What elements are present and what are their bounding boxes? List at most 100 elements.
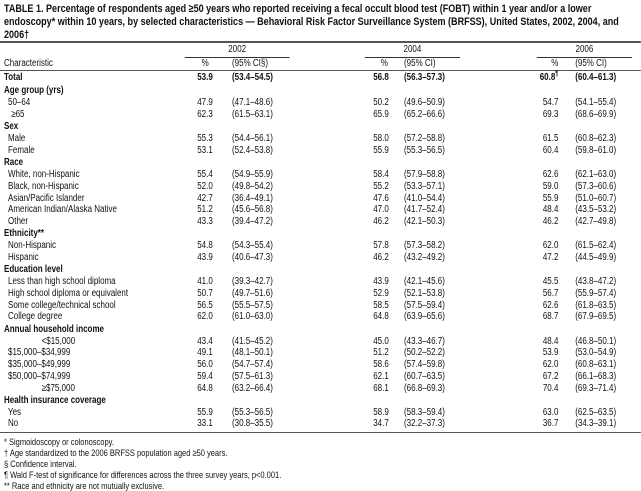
row-label: Race — [4, 157, 24, 169]
pct-2006-cell: 62.0 — [528, 240, 562, 252]
top-rule — [0, 41, 641, 43]
ci-2002-cell: (39.3–42.7) — [216, 276, 356, 288]
pct-2004-cell: 46.2 — [356, 216, 392, 228]
pct-2004-value: 55.2 — [373, 180, 389, 192]
ci-2004-value: (65.2–66.6) — [404, 109, 445, 121]
ci-2002-value: (40.6–47.3) — [232, 252, 273, 264]
ci-2002-value: (39.3–42.7) — [232, 276, 273, 288]
pct-2006-cell: 48.4 — [528, 336, 562, 348]
pct-2002-cell: 41.0 — [184, 276, 216, 288]
ci-2002-value: (57.5–61.3) — [232, 370, 273, 382]
table-row: ≥$75,000 64.8 (63.2–66.4) 68.1 (66.8–69.3) 70… — [0, 383, 641, 395]
ci-2004-cell: (57.5–59.4) — [392, 300, 528, 312]
pct-2002-value: 47.9 — [197, 97, 213, 109]
row-label: Health insurance coverage — [4, 394, 106, 406]
footnote: ¶ Wald F-test of significance for differ… — [4, 469, 282, 480]
pct-2004-value: 58.0 — [373, 133, 389, 145]
ci-2002-value: (54.7–57.4) — [232, 359, 273, 371]
ci-2006-cell: (51.0–60.7) — [562, 193, 641, 205]
pct-2006-cell: 63.0 — [528, 407, 562, 419]
ci-2002-cell: (54.7–57.4) — [216, 359, 356, 371]
ci-2006-value: (51.0–60.7) — [575, 192, 617, 204]
ci-2004-value: (32.2–37.3) — [404, 418, 445, 430]
ci-2002-cell: (63.2–66.4) — [216, 383, 356, 395]
pct-2004-value: 46.2 — [373, 216, 389, 228]
ci-2002-value: (36.4–49.1) — [232, 192, 273, 204]
pct-2006-cell: 69.3 — [528, 109, 562, 121]
table-row: Female 53.1 (52.4–53.8) 55.9 (55.3–56.5) 60.4… — [0, 145, 641, 157]
ci-2004-cell: (58.3–59.4) — [392, 407, 528, 419]
pct-2006-value: 53.9 — [542, 347, 559, 359]
pct-2006-cell: 56.7 — [528, 288, 562, 300]
ci-2004-cell: (57.2–58.8) — [392, 133, 528, 145]
ci-2006-cell: (57.3–60.6) — [562, 181, 641, 193]
pct-2002-cell: 64.8 — [184, 383, 216, 395]
pct-2006-cell: 45.5 — [528, 276, 562, 288]
table-row: ≥65 62.3 (61.5–63.1) 65.9 (65.2–66.6) 69.3 (68… — [0, 109, 641, 121]
footnote: § Confidence interval. — [4, 458, 77, 469]
pct-2004-cell: 58.9 — [356, 407, 392, 419]
ci-2004-cell: (57.9–58.8) — [392, 169, 528, 181]
ci-2006-value: (69.3–71.4) — [575, 382, 617, 394]
row-label: $15,000–$34,999 — [8, 347, 71, 359]
pct-2006-value: 62.0 — [542, 359, 559, 371]
row-label: College degree — [8, 311, 63, 323]
pct-2004-cell: 56.8 — [356, 71, 392, 85]
data-table: Total 53.9 (53.4–54.5) 56.8 (56.3–57.3) 60.8¶… — [0, 71, 641, 430]
ci-2004-cell: (63.9–65.6) — [392, 311, 528, 323]
pct-2002-value: 50.7 — [197, 287, 213, 299]
ci-2002-cell: (55.5–57.5) — [216, 300, 356, 312]
ci-2006-cell: (43.5–53.2) — [562, 204, 641, 216]
pct-2006-cell: 46.2 — [528, 216, 562, 228]
ci-2004-cell: (49.6–50.9) — [392, 97, 528, 109]
pct-2006-value: 61.5 — [542, 133, 559, 145]
ci-2004-value: (42.1–45.6) — [404, 276, 445, 288]
pct-2006-value: 63.0 — [542, 406, 559, 418]
ci-2002-value: (54.3–55.4) — [232, 240, 273, 252]
ci-2006-value: (59.8–61.0) — [575, 145, 617, 157]
ci-2006-value: (61.8–63.5) — [575, 299, 617, 311]
pct-2006-value: 59.0 — [542, 180, 559, 192]
pct-2004-value: 58.6 — [373, 359, 389, 371]
pct-2004-value: 62.1 — [373, 370, 389, 382]
pct-header-2004: % — [380, 58, 388, 69]
pct-2002-cell: 50.7 — [184, 288, 216, 300]
ci-2004-cell: (57.3–58.2) — [392, 240, 528, 252]
pct-2006-cell: 62.0 — [528, 359, 562, 371]
table-title: TABLE 1. Percentage of respondents aged … — [4, 3, 619, 42]
pct-2004-cell: 68.1 — [356, 383, 392, 395]
ci-2006-cell: (59.8–61.0) — [562, 145, 641, 157]
ci-2006-cell: (34.3–39.1) — [562, 418, 641, 430]
table-row: Yes 55.9 (55.3–56.5) 58.9 (58.3–59.4) 63.0 (62… — [0, 407, 641, 419]
row-label: Male — [8, 133, 26, 145]
ci-2006-value: (62.1–63.0) — [575, 169, 617, 181]
year-header-2006: 2006 — [536, 44, 632, 58]
ci-2006-value: (68.6–69.9) — [575, 109, 617, 121]
ci-2006-value: (43.5–53.2) — [575, 204, 617, 216]
ci-2004-value: (60.7–63.5) — [404, 370, 445, 382]
pct-2002-value: 62.0 — [197, 311, 213, 323]
pct-2006-cell: 36.7 — [528, 418, 562, 430]
ci-2006-cell: (44.5–49.9) — [562, 252, 641, 264]
table-row: Male 55.3 (54.4–56.1) 58.0 (57.2–58.8) 61.5 (6… — [0, 133, 641, 145]
ci-2006-cell: (42.7–49.8) — [562, 216, 641, 228]
row-label: Ethnicity** — [4, 228, 45, 240]
ci-2006-value: (60.8–63.1) — [575, 359, 617, 371]
pct-2004-value: 47.6 — [373, 192, 389, 204]
row-label: Asian/Pacific Islander — [8, 192, 85, 204]
ci-2002-cell: (40.6–47.3) — [216, 252, 356, 264]
row-label: $35,000–$49,999 — [8, 359, 71, 371]
table-row: <$15,000 43.4 (41.5–45.2) 45.0 (43.3–46.7) 48… — [0, 336, 641, 348]
pct-2006-value: 62.6 — [542, 169, 559, 181]
pct-2004-value: 46.2 — [373, 252, 389, 264]
ci-2006-value: (57.3–60.6) — [575, 180, 617, 192]
pct-2002-cell: 43.9 — [184, 252, 216, 264]
row-label: Black, non-Hispanic — [8, 180, 79, 192]
pct-2004-cell: 55.9 — [356, 145, 392, 157]
pct-2002-value: 53.9 — [197, 72, 213, 84]
ci-2002-value: (48.1–50.1) — [232, 347, 273, 359]
row-label: 50–64 — [8, 97, 31, 109]
pct-2002-value: 56.0 — [197, 359, 213, 371]
ci-2004-cell: (53.3–57.1) — [392, 181, 528, 193]
ci-2004-cell: (66.8–69.3) — [392, 383, 528, 395]
